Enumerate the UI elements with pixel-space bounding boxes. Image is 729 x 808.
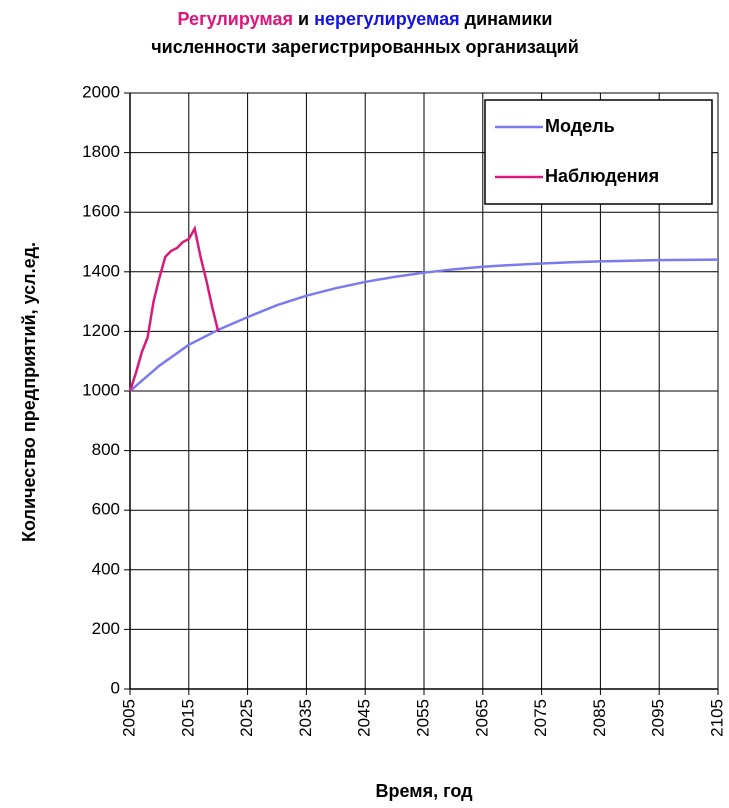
series-line [129, 258, 719, 392]
y-tick-label: 1400 [82, 261, 120, 280]
y-tick-label: 800 [92, 440, 120, 459]
legend-box [484, 99, 713, 205]
y-tick-label: 1800 [82, 142, 120, 161]
y-tick-label: 400 [92, 559, 120, 578]
y-tick-label: 1600 [82, 202, 120, 221]
x-tick-label: 2065 [472, 699, 491, 737]
y-tick-label: 2000 [82, 82, 120, 101]
x-tick-label: 2105 [707, 699, 726, 737]
title-part: нерегулируемая [314, 9, 460, 29]
x-tick-label: 2085 [590, 699, 609, 737]
x-tick-label: 2015 [178, 699, 197, 737]
title-part: динамики [465, 9, 553, 29]
x-tick-label: 2025 [237, 699, 256, 737]
y-tick-label: 1200 [82, 321, 120, 340]
chart-title: численности зарегистрированных организац… [151, 37, 579, 57]
chart-title: Регулирумая и нерегулируемая динамики [178, 9, 553, 29]
legend-label: Модель [545, 116, 615, 136]
x-tick-label: 2045 [355, 699, 374, 737]
y-axis-label: Количество предприятий, усл.ед. [19, 242, 39, 542]
x-tick-label: 2075 [531, 699, 550, 737]
y-tick-label: 200 [92, 619, 120, 638]
x-tick-label: 2055 [413, 699, 432, 737]
legend-label: Наблюдения [545, 166, 659, 186]
x-axis-label: Время, год [375, 781, 473, 801]
title-part: и [298, 9, 309, 29]
x-tick-label: 2005 [119, 699, 138, 737]
y-tick-label: 1000 [82, 380, 120, 399]
y-tick-label: 600 [92, 500, 120, 519]
title-part: Регулирумая [178, 9, 293, 29]
y-tick-label: 0 [111, 678, 120, 697]
series-line [128, 225, 220, 392]
x-tick-label: 2095 [649, 699, 668, 737]
x-tick-label: 2035 [296, 699, 315, 737]
